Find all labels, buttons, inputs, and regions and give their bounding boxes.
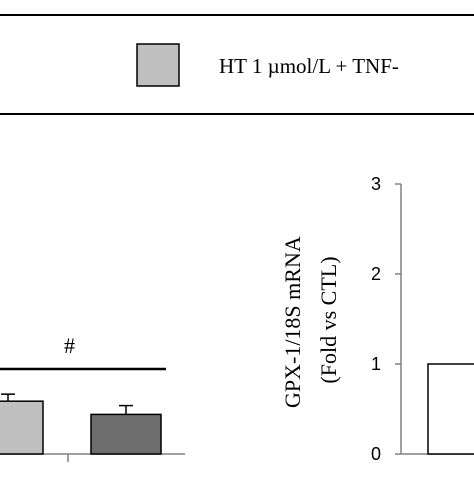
left-bar-chart: #: [0, 333, 185, 462]
significance-marker: #: [64, 333, 75, 358]
right-y-axis-label-line-2: (Fold vs CTL): [316, 256, 341, 383]
legend: HT 1 µmol/L + TNF-: [0, 14, 474, 115]
right-bar-chart: GPX-1/18S mRNA (Fold vs CTL) 0 1 2 3: [280, 174, 474, 464]
y-tick-label: 3: [371, 174, 381, 194]
bar: [90, 413, 162, 455]
right-y-axis-label-line-1: GPX-1/18S mRNA: [280, 236, 305, 408]
y-tick-label: 0: [371, 444, 381, 464]
legend-swatch: [136, 43, 180, 87]
legend-label: HT 1 µmol/L + TNF-: [219, 54, 399, 78]
y-tick-label: 2: [371, 264, 381, 284]
y-tick-label: 1: [371, 354, 381, 374]
right-y-axis-label: GPX-1/18S mRNA (Fold vs CTL): [280, 232, 341, 408]
bar: [427, 363, 474, 455]
bar: [0, 400, 44, 455]
